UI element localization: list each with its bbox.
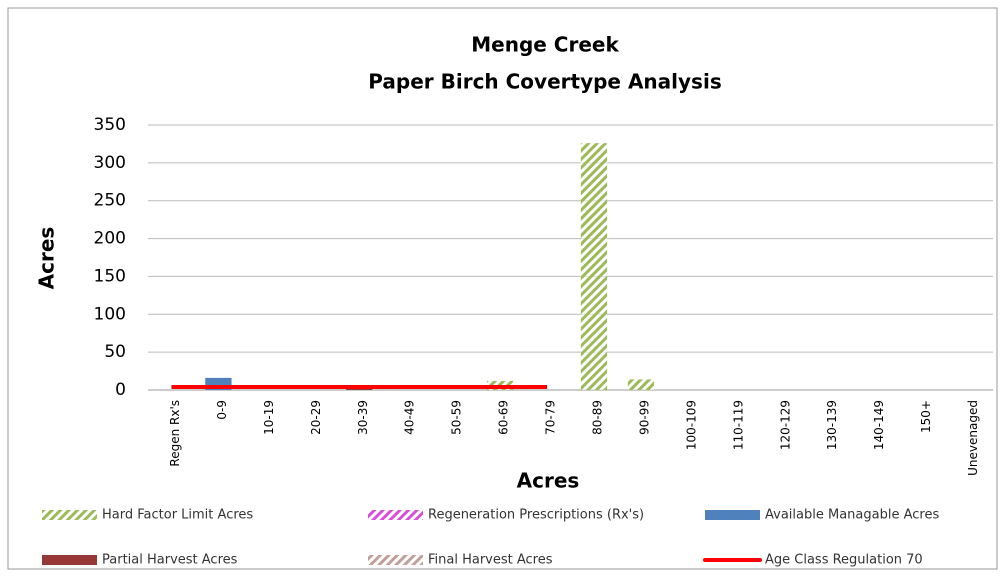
y-tick-label: 250 [94, 191, 126, 211]
x-tick-label: 60-69 [497, 400, 511, 435]
x-tick-label: 0-9 [215, 400, 229, 420]
legend-label: Age Class Regulation 70 [765, 553, 923, 568]
x-tick-label: Regen Rx's [168, 400, 182, 467]
bar [580, 143, 608, 390]
legend-swatch [42, 555, 97, 565]
x-tick-label: 80-89 [590, 400, 604, 435]
legend-label: Partial Harvest Acres [102, 553, 238, 568]
x-tick-label: 130-139 [825, 400, 839, 450]
x-tick-label: 70-79 [544, 400, 558, 435]
x-tick-label: 40-49 [403, 400, 417, 435]
bar [627, 379, 655, 390]
x-tick-label: 50-59 [450, 400, 464, 435]
x-tick-label: 120-129 [778, 400, 792, 450]
y-tick-label: 350 [94, 115, 126, 135]
chart-border [7, 7, 998, 570]
chart-subtitle: Paper Birch Covertype Analysis [368, 70, 721, 94]
y-tick-label: 300 [94, 153, 126, 173]
y-tick-label: 50 [104, 342, 126, 362]
x-tick-label: 150+ [919, 400, 933, 433]
legend-label: Hard Factor Limit Acres [102, 508, 253, 523]
x-tick-label: 140-149 [872, 400, 886, 450]
y-tick-label: 100 [94, 304, 126, 324]
legend-swatch [368, 555, 423, 565]
legend-label: Final Harvest Acres [428, 553, 553, 568]
x-tick-label: Unevenaged [966, 400, 980, 476]
legend-label: Available Managable Acres [765, 508, 939, 523]
legend-label: Regeneration Prescriptions (Rx's) [428, 508, 644, 523]
x-axis-label: Acres [517, 469, 580, 493]
x-tick-label: 110-119 [731, 400, 745, 450]
y-axis-label: Acres [35, 227, 59, 290]
chart-title: Menge Creek [471, 33, 619, 57]
legend-swatch [42, 510, 97, 520]
x-tick-label: 30-39 [356, 400, 370, 435]
y-tick-label: 150 [94, 266, 126, 286]
legend-swatch [368, 510, 423, 520]
y-tick-label: 200 [94, 229, 126, 249]
x-tick-label: 100-109 [684, 400, 698, 450]
x-tick-label: 10-19 [262, 400, 276, 435]
x-tick-label: 90-99 [637, 400, 651, 435]
y-tick-label: 0 [115, 380, 126, 400]
x-tick-label: 20-29 [309, 400, 323, 435]
legend-swatch [705, 510, 760, 520]
